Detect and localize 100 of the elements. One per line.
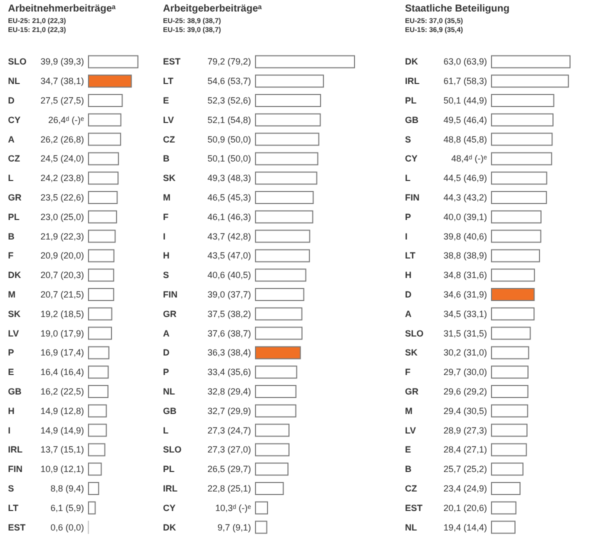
y-tick-label: I xyxy=(163,231,166,242)
data-label: 24,2 (23,8) xyxy=(40,173,84,184)
y-tick-label: L xyxy=(163,425,169,436)
data-label: 63,0 (63,9) xyxy=(443,56,487,67)
bar xyxy=(88,501,96,514)
bar xyxy=(491,346,530,360)
bar xyxy=(491,94,554,107)
y-tick-label: GR xyxy=(405,386,419,396)
bar xyxy=(255,249,310,262)
chart-title: Arbeitgeberbeiträgeᵃ xyxy=(163,4,262,14)
data-label: 28,4 (27,1) xyxy=(443,444,487,455)
bar xyxy=(255,74,324,88)
y-tick-label: SLO xyxy=(405,328,424,338)
y-tick-label: PL xyxy=(405,96,418,106)
bar xyxy=(255,424,290,437)
y-tick-label: E xyxy=(163,96,170,106)
y-tick-label: S xyxy=(405,134,412,144)
y-tick-label: P xyxy=(8,348,14,358)
bar xyxy=(491,385,528,398)
data-label: 50,1 (50,0) xyxy=(207,154,251,164)
bar xyxy=(88,191,118,204)
data-label: 48,4ᵈ (-)ᵉ xyxy=(451,154,488,164)
data-label: 34,8 (31,6) xyxy=(443,270,487,280)
data-label: 23,5 (22,6) xyxy=(40,192,84,202)
bar xyxy=(491,482,521,495)
y-tick-label: FIN xyxy=(163,290,178,300)
y-tick-label: LV xyxy=(405,425,416,436)
y-tick-label: GB xyxy=(405,114,419,125)
data-label: 37,6 (38,7) xyxy=(207,328,251,338)
bar xyxy=(491,74,569,88)
data-label: 46,5 (45,3) xyxy=(207,192,251,202)
data-label: 27,3 (27,0) xyxy=(207,444,251,455)
data-label: 19,2 (18,5) xyxy=(40,308,84,319)
bar xyxy=(491,307,535,320)
bar xyxy=(88,249,114,262)
y-tick-label: NL xyxy=(8,76,20,86)
y-tick-label: DK xyxy=(8,270,22,280)
data-label: 16,2 (22,5) xyxy=(40,386,84,396)
data-label: 79,2 (79,2) xyxy=(207,56,251,67)
data-label: 10,3ᵈ (-)ᵉ xyxy=(215,502,252,513)
data-label: 44,5 (46,9) xyxy=(443,173,487,184)
y-tick-label: M xyxy=(8,290,16,300)
data-label: 43,7 (42,8) xyxy=(207,231,251,242)
y-tick-label: GR xyxy=(8,192,22,202)
bar xyxy=(255,462,288,476)
data-label: 21,9 (22,3) xyxy=(40,231,84,242)
bar xyxy=(255,366,298,379)
y-tick-label: SK xyxy=(8,308,22,319)
y-tick-label: LT xyxy=(163,76,174,86)
data-label: 28,9 (27,3) xyxy=(443,425,487,436)
data-label: 19,0 (17,9) xyxy=(40,328,84,338)
y-tick-label: CY xyxy=(163,502,176,513)
data-label: 36,3 (38,4) xyxy=(207,348,251,358)
bar xyxy=(88,74,132,88)
data-label: 29,6 (29,2) xyxy=(443,386,487,396)
bar xyxy=(491,404,528,418)
bar xyxy=(88,385,108,398)
data-label: 34,5 (33,1) xyxy=(443,308,487,319)
data-label: 48,8 (45,8) xyxy=(443,134,487,144)
y-tick-label: B xyxy=(8,231,15,242)
y-tick-label: IRL xyxy=(163,484,178,494)
data-label: 33,4 (35,6) xyxy=(207,367,251,378)
y-tick-label: H xyxy=(163,250,170,261)
bar xyxy=(88,268,114,282)
y-tick-label: I xyxy=(8,425,11,436)
bar xyxy=(255,501,268,514)
y-tick-label: CZ xyxy=(8,154,20,164)
y-tick-label: SK xyxy=(163,173,176,184)
data-label: 38,8 (38,9) xyxy=(443,250,487,261)
chart-title: Staatliche Beteiligung xyxy=(405,4,510,14)
data-label: 8,8 (9,4) xyxy=(50,484,84,494)
data-label: 49,5 (46,4) xyxy=(443,114,487,125)
y-tick-label: F xyxy=(8,250,14,261)
data-label: 32,7 (29,9) xyxy=(207,406,251,416)
y-tick-label: S xyxy=(163,270,170,280)
y-tick-label: LT xyxy=(8,502,19,513)
y-tick-label: P xyxy=(163,367,170,378)
bar xyxy=(255,94,322,107)
bar xyxy=(491,230,542,243)
y-tick-label: NL xyxy=(405,522,418,532)
y-tick-label: GB xyxy=(163,406,177,416)
data-label: 29,7 (30,0) xyxy=(443,367,487,378)
y-tick-label: LV xyxy=(8,328,19,338)
y-tick-label: E xyxy=(8,367,14,378)
bar xyxy=(88,113,122,126)
data-label: 19,4 (14,4) xyxy=(443,522,487,532)
bar xyxy=(255,307,302,320)
y-tick-label: D xyxy=(163,348,170,358)
data-label: 52,3 (52,6) xyxy=(207,96,251,106)
bar xyxy=(255,191,314,204)
data-label: 26,4ᵈ (-)ᵉ xyxy=(48,114,85,125)
y-tick-label: A xyxy=(405,308,412,319)
y-tick-label: H xyxy=(405,270,412,280)
data-label: 44,3 (43,2) xyxy=(443,192,487,202)
bar xyxy=(255,326,302,340)
bar xyxy=(255,172,318,185)
bar xyxy=(88,326,112,340)
bar xyxy=(88,307,112,320)
y-tick-label: PL xyxy=(8,212,20,222)
y-tick-label: M xyxy=(163,192,170,202)
